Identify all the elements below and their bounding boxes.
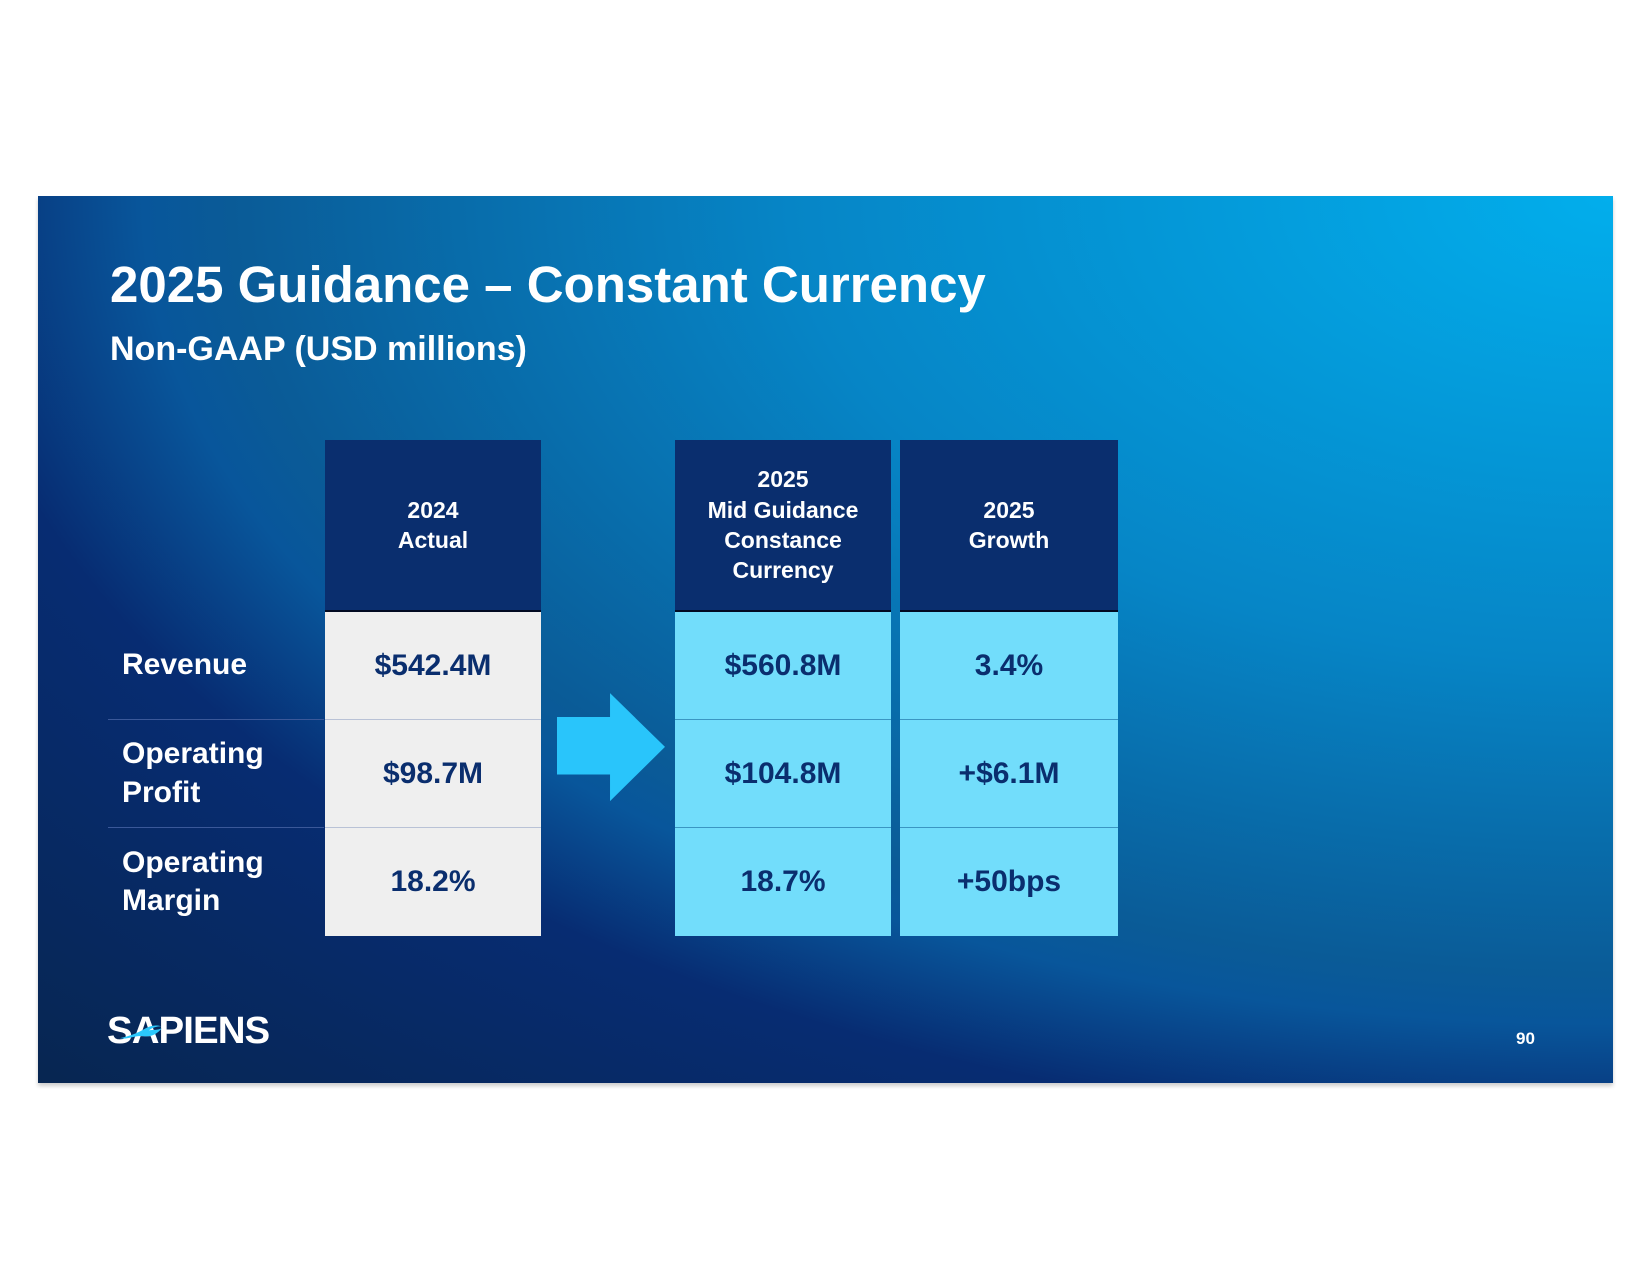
svg-text:SAPIENS: SAPIENS — [107, 1009, 270, 1051]
